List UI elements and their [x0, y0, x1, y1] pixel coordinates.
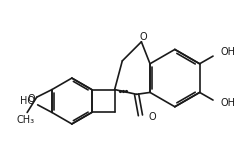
- Text: O: O: [148, 112, 156, 122]
- Text: HO: HO: [20, 96, 35, 106]
- Text: CH₃: CH₃: [16, 115, 34, 125]
- Text: O: O: [27, 94, 35, 104]
- Text: O: O: [139, 32, 147, 42]
- Text: OH: OH: [221, 47, 236, 57]
- Text: OH: OH: [221, 98, 236, 108]
